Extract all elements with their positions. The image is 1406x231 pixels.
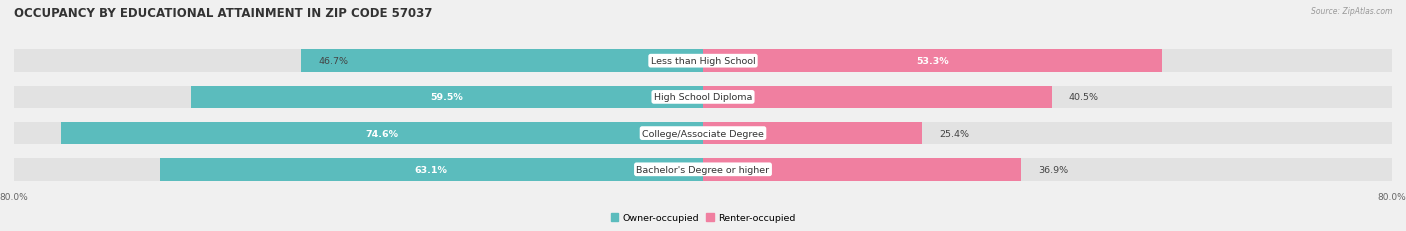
Bar (160, 158, 703, 181)
Bar (301, 50, 703, 73)
Legend: Owner-occupied, Renter-occupied: Owner-occupied, Renter-occupied (607, 210, 799, 226)
Text: 53.3%: 53.3% (917, 57, 949, 66)
Text: Bachelor's Degree or higher: Bachelor's Degree or higher (637, 165, 769, 174)
Bar (703, 122, 1392, 145)
Text: OCCUPANCY BY EDUCATIONAL ATTAINMENT IN ZIP CODE 57037: OCCUPANCY BY EDUCATIONAL ATTAINMENT IN Z… (14, 7, 433, 20)
Bar (703, 86, 1392, 109)
Text: High School Diploma: High School Diploma (654, 93, 752, 102)
Bar (703, 50, 1161, 73)
Text: Source: ZipAtlas.com: Source: ZipAtlas.com (1310, 7, 1392, 16)
Text: 36.9%: 36.9% (1038, 165, 1069, 174)
Text: Less than High School: Less than High School (651, 57, 755, 66)
Text: 46.7%: 46.7% (318, 57, 349, 66)
Text: 25.4%: 25.4% (939, 129, 969, 138)
Text: 40.5%: 40.5% (1069, 93, 1099, 102)
Bar (14, 122, 703, 145)
Text: 74.6%: 74.6% (366, 129, 398, 138)
Bar (60, 122, 703, 145)
Bar (14, 50, 703, 73)
Bar (703, 86, 1052, 109)
Text: College/Associate Degree: College/Associate Degree (643, 129, 763, 138)
Text: 59.5%: 59.5% (430, 93, 463, 102)
Bar (191, 86, 703, 109)
Bar (703, 50, 1392, 73)
Bar (703, 158, 1021, 181)
Bar (703, 158, 1392, 181)
Bar (14, 158, 703, 181)
Bar (14, 86, 703, 109)
Bar (703, 122, 922, 145)
Text: 63.1%: 63.1% (415, 165, 447, 174)
